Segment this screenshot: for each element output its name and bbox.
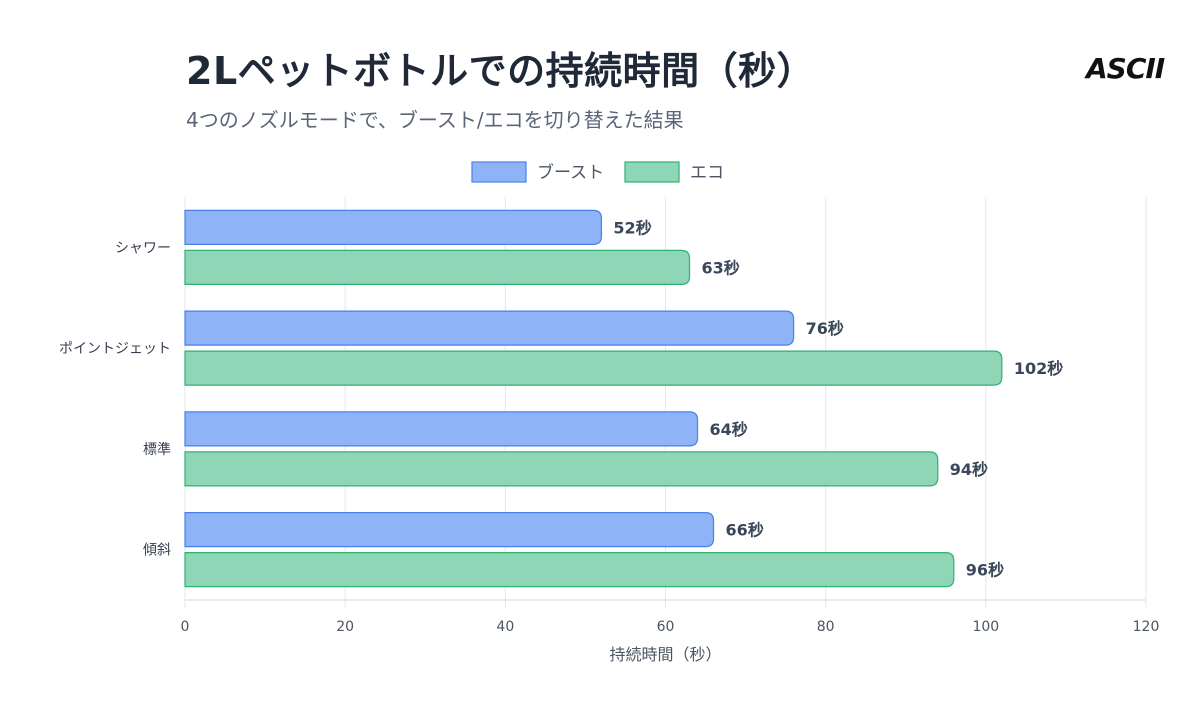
chart-subtitle: 4つのノズルモードで、ブースト/エコを切り替えた結果 <box>186 108 684 132</box>
x-axis-title: 持続時間（秒） <box>609 645 721 664</box>
bar-boost <box>184 310 795 346</box>
legend: ブースト エコ <box>471 161 724 183</box>
data-label: 52秒 <box>613 218 651 237</box>
category-label: シャワー <box>115 240 171 256</box>
data-label: 94秒 <box>950 460 988 479</box>
category-label: ポイントジェット <box>59 341 171 357</box>
data-label: 66秒 <box>726 521 764 540</box>
bar-boost <box>184 411 699 447</box>
legend-label: ブースト <box>537 162 604 183</box>
data-label: 63秒 <box>702 258 740 277</box>
brand-logo: ASCII <box>1086 52 1165 85</box>
legend-label: エコ <box>690 163 724 183</box>
x-tick-label: 0 <box>181 619 190 635</box>
x-tick-label: 40 <box>496 619 514 635</box>
x-tick-label: 20 <box>336 619 354 635</box>
legend-swatch <box>624 161 680 183</box>
x-tick-label: 60 <box>657 619 675 635</box>
data-label: 102秒 <box>1014 359 1063 378</box>
x-axis-ticks: 0 20 40 60 80 100 120 <box>181 619 1160 635</box>
bar-eco <box>184 350 1003 386</box>
category-label: 傾斜 <box>143 543 171 559</box>
x-tick-label: 120 <box>1133 619 1160 635</box>
category-label: 標準 <box>143 442 171 458</box>
chart-title: 2Lペットボトルでの持続時間（秒） <box>186 49 816 93</box>
bars: 52秒 63秒 76秒 102秒 64秒 94秒 66秒 96秒 <box>184 209 1063 588</box>
bar-boost <box>184 209 603 245</box>
bar-eco <box>184 249 691 285</box>
legend-swatch <box>471 161 527 183</box>
bar-eco <box>184 451 939 487</box>
bar-boost <box>184 512 715 548</box>
x-tick-label: 100 <box>972 619 999 635</box>
data-label: 76秒 <box>806 319 844 338</box>
bar-eco <box>184 552 955 588</box>
data-label: 96秒 <box>966 561 1004 580</box>
data-label: 64秒 <box>710 420 748 439</box>
x-tick-label: 80 <box>817 619 835 635</box>
